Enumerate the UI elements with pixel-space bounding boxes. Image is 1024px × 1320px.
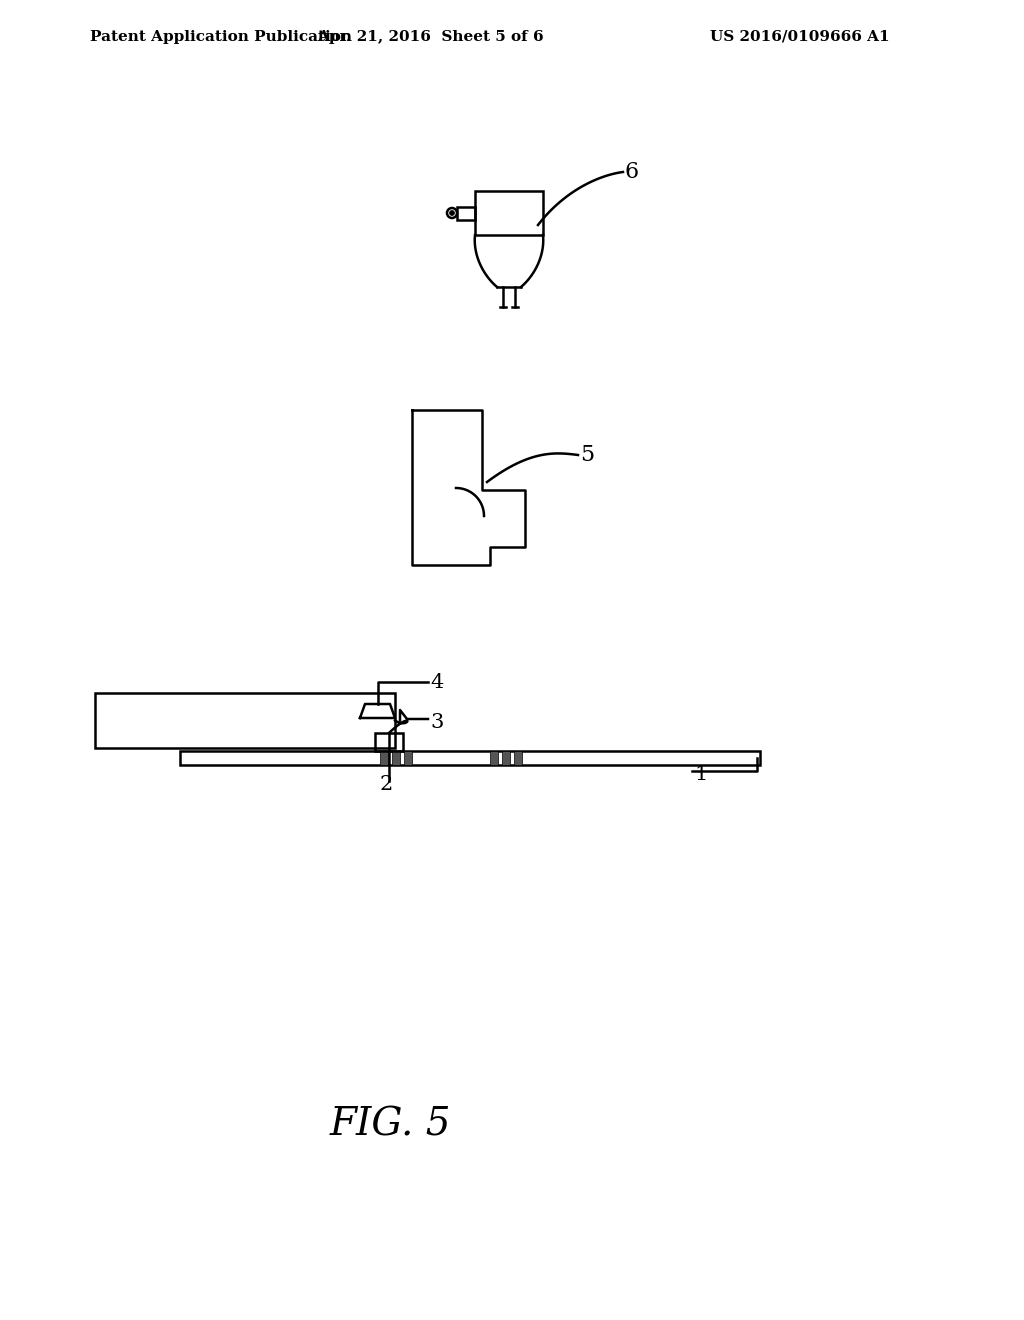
Text: US 2016/0109666 A1: US 2016/0109666 A1 (711, 30, 890, 44)
Text: Apr. 21, 2016  Sheet 5 of 6: Apr. 21, 2016 Sheet 5 of 6 (316, 30, 544, 44)
Bar (490, 751, 498, 766)
Bar (392, 751, 400, 766)
Text: 2: 2 (380, 776, 393, 795)
Bar (502, 751, 510, 766)
Bar (180, 751, 760, 766)
Bar (514, 751, 522, 766)
Bar (475, 191, 543, 235)
Bar (404, 751, 412, 766)
Text: 1: 1 (694, 766, 708, 784)
Circle shape (450, 210, 455, 215)
Text: FIG. 5: FIG. 5 (330, 1106, 451, 1143)
Circle shape (447, 209, 457, 218)
Bar (375, 733, 403, 751)
Text: 5: 5 (580, 444, 594, 466)
Text: 3: 3 (430, 714, 443, 733)
Bar (380, 751, 388, 766)
Text: Patent Application Publication: Patent Application Publication (90, 30, 352, 44)
Text: 6: 6 (625, 161, 639, 183)
Text: 4: 4 (430, 672, 443, 692)
Bar (457, 206, 475, 219)
Bar (95, 693, 395, 748)
